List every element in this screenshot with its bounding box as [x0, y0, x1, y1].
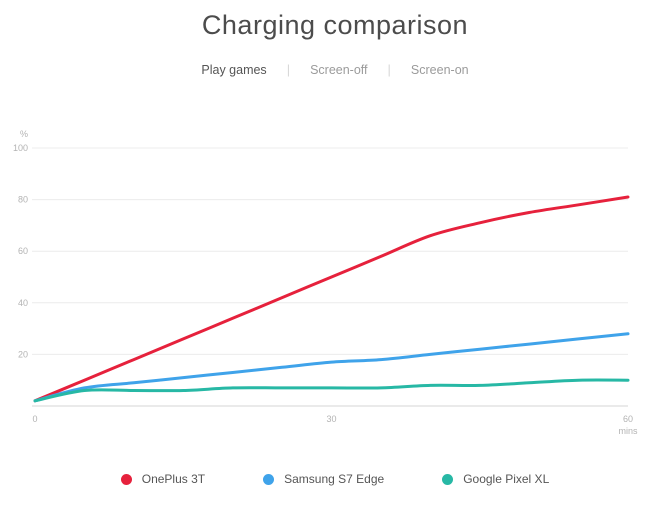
svg-text:80: 80 [18, 195, 28, 205]
svg-text:%: % [20, 129, 28, 139]
tab-separator: | [387, 62, 391, 77]
legend-label: OnePlus 3T [141, 472, 206, 486]
page-title: Charging comparison [201, 10, 469, 40]
svg-text:30: 30 [326, 414, 336, 424]
tab-play-games[interactable]: Play games [201, 63, 267, 77]
legend-label: Samsung S7 Edge [284, 472, 385, 486]
svg-text:100: 100 [13, 143, 28, 153]
tab-screen-off[interactable]: Screen-off [310, 63, 368, 77]
chart-area: 20 40 60 80 100% 0 30 60 mins [0, 94, 670, 444]
svg-text:40: 40 [18, 298, 28, 308]
legend-dot-icon [442, 473, 454, 485]
svg-text:20: 20 [18, 349, 28, 359]
legend-dot-icon [120, 473, 132, 485]
svg-text:0: 0 [32, 414, 37, 424]
legend-item-oneplus-3t[interactable]: OnePlus 3T [120, 472, 206, 486]
chart-legend: OnePlus 3T Samsung S7 Edge Google Pixel … [0, 472, 670, 486]
svg-text:60: 60 [18, 246, 28, 256]
charging-line-chart: 20 40 60 80 100% 0 30 60 mins [13, 129, 638, 436]
tab-screen-on[interactable]: Screen-on [410, 63, 469, 77]
tab-bar: Play games | Screen-off | Screen-on [0, 62, 670, 78]
legend-item-google-pixel-xl[interactable]: Google Pixel XL [442, 472, 549, 486]
svg-text:60: 60 [623, 414, 633, 424]
legend-dot-icon [263, 473, 275, 485]
tab-separator: | [286, 62, 291, 77]
legend-item-samsung-s7-edge[interactable]: Samsung S7 Edge [263, 472, 384, 486]
legend-label: Google Pixel XL [463, 472, 550, 486]
svg-text:mins: mins [618, 426, 638, 436]
